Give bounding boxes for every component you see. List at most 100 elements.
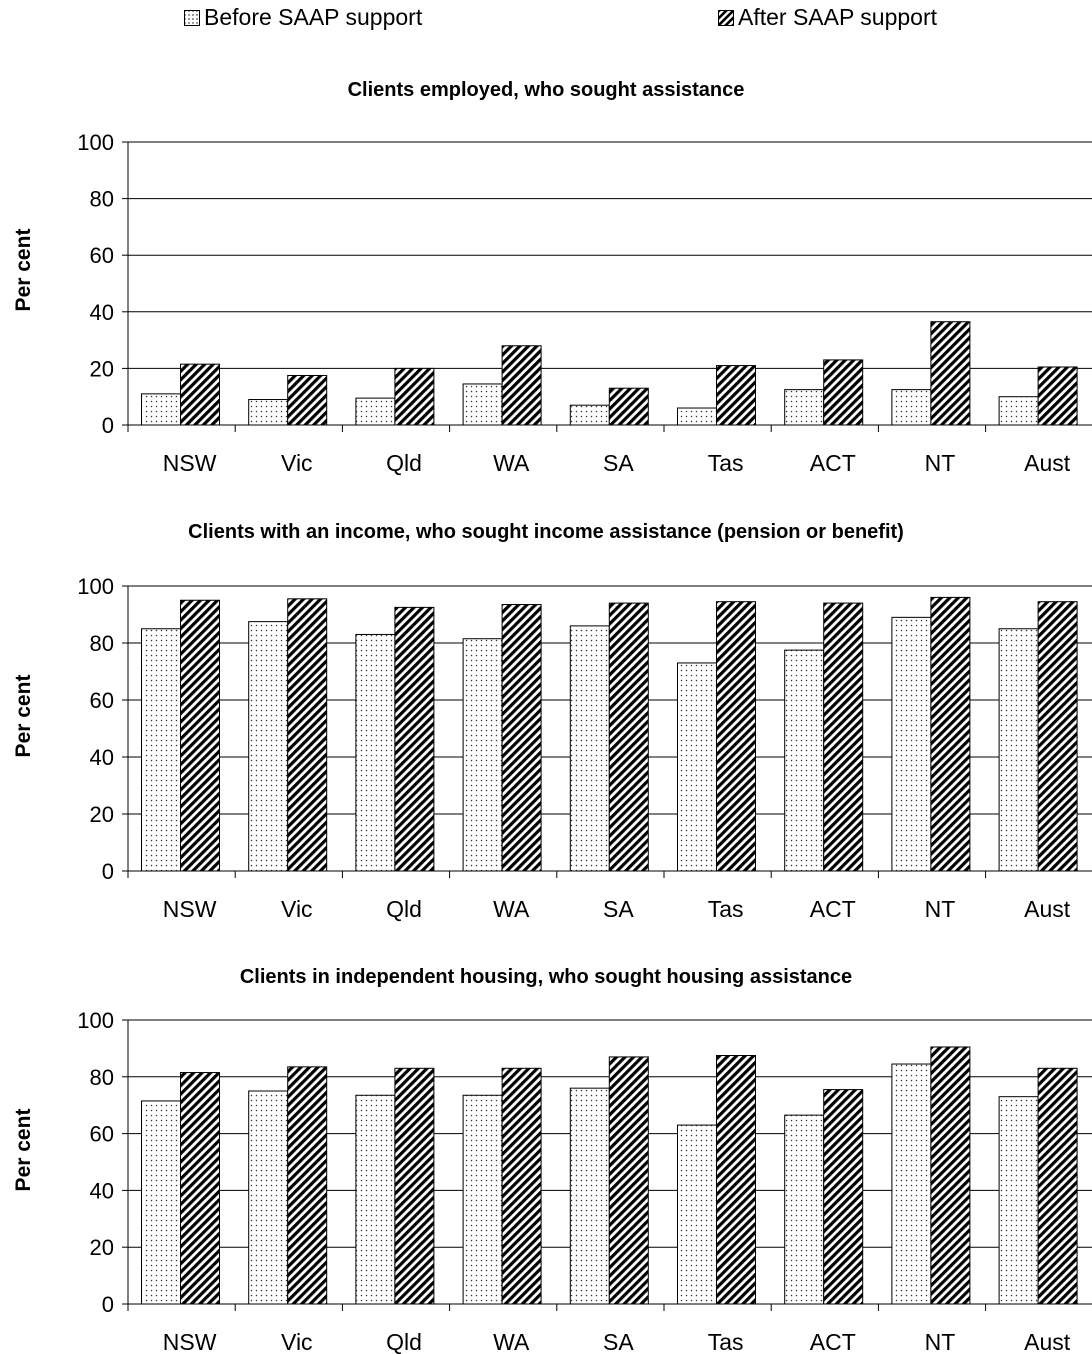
legend-label-before: Before SAAP support bbox=[204, 4, 423, 30]
bar-after bbox=[930, 321, 971, 426]
bar-chart-income: 0 20 40 60 80 100 NSW Vic Qld WA SA Tas ACT NT Aust Per… bbox=[12, 574, 1092, 922]
y-tick-label: 0 bbox=[102, 1292, 114, 1317]
y-tick-label: 40 bbox=[90, 1178, 114, 1203]
y-tick-label: 20 bbox=[90, 802, 114, 827]
x-tick-label: Qld bbox=[386, 450, 422, 476]
y-tick-label: 0 bbox=[102, 413, 114, 438]
bar-before bbox=[677, 407, 717, 426]
bar-after bbox=[608, 387, 649, 426]
chart-legend: Before SAAP support After SAAP support bbox=[0, 4, 1092, 40]
y-tick-label: 40 bbox=[90, 300, 114, 325]
bar-chart-housing: 0 20 40 60 80 100 NSW Vic Qld WA SA Tas ACT NT Aust Per… bbox=[12, 1008, 1092, 1354]
bar-after bbox=[608, 602, 649, 872]
bar-after bbox=[180, 599, 220, 872]
bar-before bbox=[784, 1114, 825, 1305]
bar-after bbox=[823, 1089, 864, 1305]
x-tick-label: WA bbox=[493, 450, 530, 476]
y-tick-label: 20 bbox=[90, 356, 114, 381]
bar-after bbox=[823, 602, 864, 872]
bar-after bbox=[716, 1055, 756, 1305]
x-tick-label: Qld bbox=[386, 896, 422, 922]
x-tick-label: SA bbox=[603, 896, 634, 922]
x-tick-label: ACT bbox=[810, 450, 856, 476]
bar-before bbox=[462, 1094, 503, 1305]
bar-after bbox=[501, 604, 542, 872]
bar-before bbox=[998, 628, 1039, 872]
x-tick-label: Tas bbox=[708, 896, 744, 922]
y-tick-label: 100 bbox=[77, 130, 114, 155]
x-tick-label: Aust bbox=[1024, 1329, 1071, 1354]
bar-after bbox=[501, 345, 542, 426]
y-tick-label: 60 bbox=[90, 243, 114, 268]
y-tick-label: 100 bbox=[77, 574, 114, 599]
bar-before bbox=[891, 616, 932, 872]
bar-before bbox=[248, 1090, 289, 1305]
x-tick-label: Tas bbox=[708, 450, 744, 476]
legend-label-after: After SAAP support bbox=[738, 4, 938, 30]
y-axis-label: Per cent bbox=[12, 1109, 35, 1192]
x-tick-label: NT bbox=[925, 450, 956, 476]
bar-after bbox=[394, 367, 435, 426]
chart-title-employed: Clients employed, who sought assistance bbox=[347, 79, 745, 101]
bar-before bbox=[248, 399, 289, 426]
bar-after bbox=[394, 1067, 435, 1305]
bar-before bbox=[677, 662, 717, 872]
bar-after bbox=[1037, 1067, 1078, 1305]
bar-after bbox=[1037, 366, 1078, 426]
bar-before bbox=[462, 638, 503, 872]
x-tick-label: Tas bbox=[708, 1329, 744, 1354]
x-tick-label: Aust bbox=[1024, 450, 1071, 476]
y-tick-label: 80 bbox=[90, 631, 114, 656]
bar-after bbox=[608, 1056, 649, 1305]
x-tick-label: NT bbox=[925, 1329, 956, 1354]
x-tick-label: SA bbox=[603, 1329, 634, 1354]
bar-after bbox=[1037, 601, 1078, 872]
bar-after bbox=[716, 601, 756, 872]
chart-title-housing: Clients in independent housing, who soug… bbox=[239, 966, 853, 988]
bar-after bbox=[930, 596, 971, 872]
y-tick-label: 0 bbox=[102, 859, 114, 884]
bar-before bbox=[998, 396, 1039, 426]
bar-after bbox=[394, 606, 435, 872]
chart-title-income: Clients with an income, who sought incom… bbox=[188, 521, 904, 543]
x-tick-label: Aust bbox=[1024, 896, 1071, 922]
bar-chart-employed: 0 20 40 60 80 100 NSW Vic Qld WA SA Tas ACT NT Aust Per… bbox=[12, 130, 1092, 476]
x-tick-label: SA bbox=[603, 450, 634, 476]
bar-before bbox=[891, 1063, 932, 1305]
y-axis-label: Per cent bbox=[12, 675, 35, 758]
bar-after bbox=[287, 598, 328, 872]
legend-item-after: After SAAP support bbox=[718, 4, 937, 31]
x-tick-label: Qld bbox=[386, 1329, 422, 1354]
x-tick-label: WA bbox=[493, 1329, 530, 1354]
bar-before bbox=[891, 389, 932, 426]
bar-before bbox=[569, 404, 610, 426]
x-tick-label: NSW bbox=[163, 1329, 217, 1354]
bar-after bbox=[501, 1067, 542, 1305]
bar-before bbox=[141, 628, 181, 872]
bar-before bbox=[784, 389, 825, 426]
bar-before bbox=[355, 397, 396, 426]
x-tick-label: ACT bbox=[810, 1329, 856, 1354]
y-tick-label: 20 bbox=[90, 1235, 114, 1260]
legend-item-before: Before SAAP support bbox=[184, 4, 422, 31]
bar-before bbox=[355, 633, 396, 872]
legend-swatch-after bbox=[718, 9, 734, 26]
bar-after bbox=[180, 1072, 220, 1305]
bar-before bbox=[355, 1094, 396, 1305]
x-tick-label: NSW bbox=[163, 896, 217, 922]
y-tick-label: 80 bbox=[90, 187, 114, 212]
bar-before bbox=[569, 1087, 610, 1305]
bar-after bbox=[287, 374, 328, 426]
x-tick-label: WA bbox=[493, 896, 530, 922]
x-tick-label: Vic bbox=[281, 896, 313, 922]
bar-after bbox=[180, 363, 220, 426]
x-tick-label: NSW bbox=[163, 450, 217, 476]
bar-before bbox=[141, 393, 181, 426]
x-tick-label: ACT bbox=[810, 896, 856, 922]
bar-before bbox=[248, 621, 289, 872]
bar-after bbox=[716, 365, 756, 426]
y-tick-label: 60 bbox=[90, 1122, 114, 1147]
bar-after bbox=[930, 1046, 971, 1305]
bar-before bbox=[141, 1100, 181, 1305]
bar-after bbox=[823, 359, 864, 426]
